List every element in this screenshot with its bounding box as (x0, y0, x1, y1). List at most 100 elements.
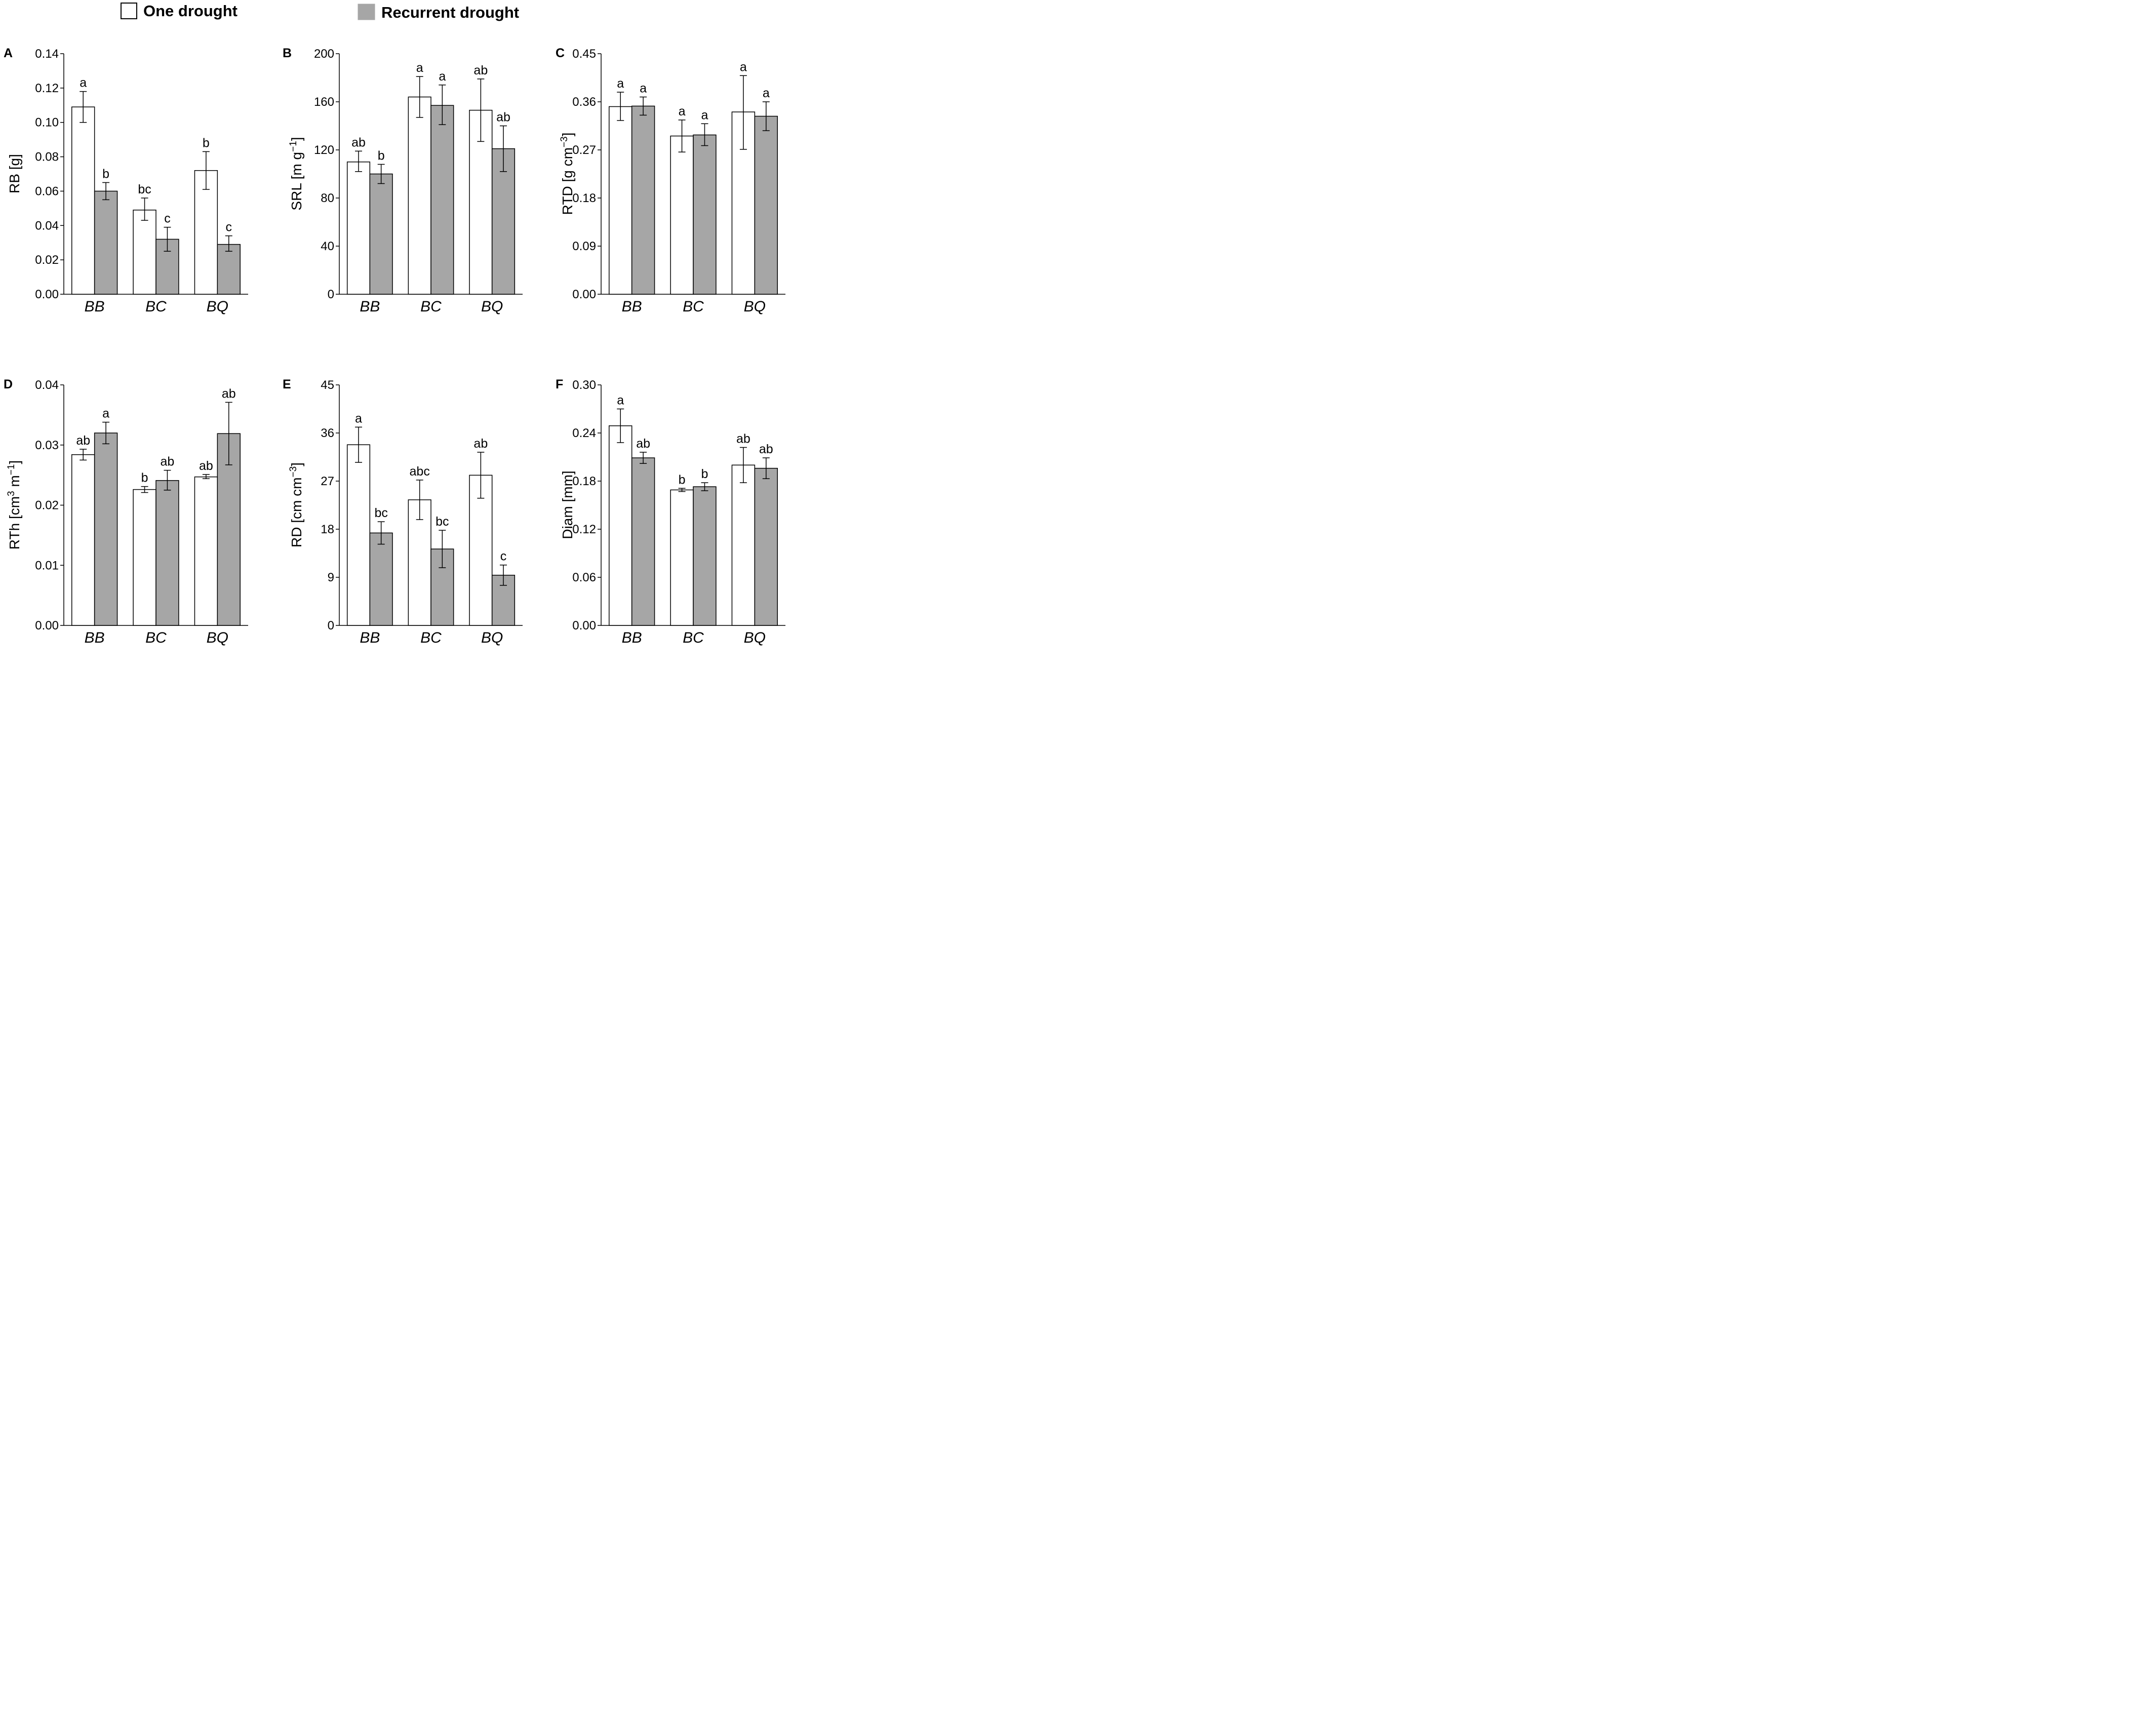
y-tick-label: 18 (321, 523, 334, 536)
bar-one-drought-bb (71, 454, 95, 626)
bar-recurrent-drought-bb (94, 190, 118, 295)
bar-recurrent-drought-bq (491, 148, 516, 295)
x-category-label: BQ (481, 629, 503, 646)
significance-label: a (617, 76, 624, 91)
y-tick-label: 0.18 (572, 191, 596, 205)
bar-one-drought-bb (346, 444, 371, 626)
y-tick-label: 9 (328, 571, 334, 584)
bar-recurrent-drought-bb (631, 457, 655, 626)
y-tick-label: 0.00 (572, 288, 596, 301)
y-axis-label: RTD [g cm−3] (559, 133, 576, 215)
y-tick-label: 0.08 (35, 150, 59, 164)
significance-label: ab (473, 437, 488, 451)
y-tick-label: 0.36 (572, 95, 596, 109)
significance-label: ab (222, 386, 236, 401)
significance-label: ab (161, 455, 175, 469)
bar-one-drought-bc (670, 135, 694, 295)
bar-recurrent-drought-bb (631, 105, 655, 295)
legend-swatch-recurrent-drought (358, 4, 375, 20)
y-axis-label: Diam [mm] (560, 470, 575, 539)
panel-letter: E (283, 377, 291, 391)
y-tick-label: 0 (328, 288, 334, 301)
significance-label: c (226, 220, 232, 234)
x-category-label: BQ (207, 629, 228, 646)
y-tick-label: 0.10 (35, 116, 59, 130)
x-category-label: BC (683, 298, 704, 315)
x-category-label: BC (683, 629, 704, 646)
significance-label: ab (736, 432, 750, 446)
significance-label: ab (351, 135, 366, 149)
x-category-label: BB (622, 629, 642, 646)
legend-swatch-one-drought (121, 3, 137, 19)
y-tick-label: 0.30 (572, 378, 596, 392)
y-tick-label: 40 (321, 240, 334, 253)
y-tick-label: 80 (321, 191, 334, 205)
significance-label: ab (76, 433, 90, 448)
y-tick-label: 0.01 (35, 559, 59, 572)
significance-label: a (763, 86, 770, 100)
panel-letter: A (4, 46, 13, 60)
panel-letter: B (283, 46, 292, 60)
bar-recurrent-drought-bq (754, 467, 778, 626)
bar-recurrent-drought-bc (693, 134, 717, 295)
y-tick-label: 0.12 (572, 523, 596, 536)
y-tick-label: 0.06 (35, 184, 59, 198)
y-tick-label: 0.00 (572, 619, 596, 633)
y-tick-label: 0.02 (35, 499, 59, 512)
x-category-label: BQ (481, 298, 503, 315)
y-axis-label: RD [cm cm−3] (288, 462, 305, 547)
figure: One drought Recurrent drought A 0.00 0.02 0… (4, 2, 785, 646)
bar-one-drought-bq (731, 464, 756, 626)
significance-label: b (378, 149, 385, 163)
bar-one-drought-bc (670, 489, 694, 626)
significance-label: a (80, 76, 87, 90)
significance-label: a (355, 411, 362, 425)
significance-label: a (679, 104, 686, 119)
x-category-label: BC (420, 629, 442, 646)
y-tick-label: 0.09 (572, 240, 596, 253)
y-tick-label: 0 (328, 619, 334, 633)
x-category-label: BB (622, 298, 642, 315)
y-tick-label: 0.00 (35, 288, 59, 301)
significance-label: b (203, 136, 210, 150)
y-axis-label: RB [g] (7, 154, 22, 193)
x-category-label: BC (145, 298, 167, 315)
bar-recurrent-drought-bc (693, 486, 717, 626)
significance-label: a (439, 69, 446, 84)
bar-recurrent-drought-bq (754, 115, 778, 295)
y-tick-label: 0.24 (572, 426, 596, 440)
chart-panel-f: F 0.00 0.06 0.12 0.18 0.24 0.30 Diam [mm] a ab BB b… (556, 377, 785, 646)
x-category-label: BQ (207, 298, 228, 315)
significance-label: c (500, 549, 507, 564)
significance-label: bc (436, 515, 449, 529)
significance-label: b (701, 467, 708, 481)
x-category-label: BB (85, 298, 105, 315)
chart-panel-c: C 0.00 0.09 0.18 0.27 0.36 0.45 RTD [g cm−3] a a B… (556, 46, 785, 315)
bar-recurrent-drought-bb (369, 173, 393, 295)
significance-label: a (701, 108, 708, 122)
y-tick-label: 0.27 (572, 143, 596, 157)
bar-one-drought-bb (346, 162, 371, 295)
y-tick-label: 0.14 (35, 47, 59, 61)
bar-one-drought-bc (408, 499, 431, 626)
y-tick-label: 27 (321, 475, 334, 488)
significance-label: c (164, 212, 171, 226)
bar-one-drought-bb (609, 425, 633, 626)
x-category-label: BQ (744, 298, 766, 315)
y-tick-label: 0.04 (35, 378, 59, 392)
significance-label: ab (199, 459, 213, 473)
significance-label: a (102, 407, 109, 421)
x-category-label: BC (145, 629, 167, 646)
significance-label: ab (759, 442, 773, 456)
y-tick-label: 36 (321, 426, 334, 440)
y-tick-label: 160 (314, 95, 334, 109)
y-axis-label: SRL [m g−1] (288, 137, 305, 210)
significance-label: b (102, 167, 109, 181)
bar-recurrent-drought-bb (369, 532, 393, 626)
significance-label: a (416, 61, 423, 75)
bar-one-drought-bc (408, 96, 431, 295)
bar-one-drought-bq (194, 476, 218, 626)
x-category-label: BB (360, 629, 380, 646)
